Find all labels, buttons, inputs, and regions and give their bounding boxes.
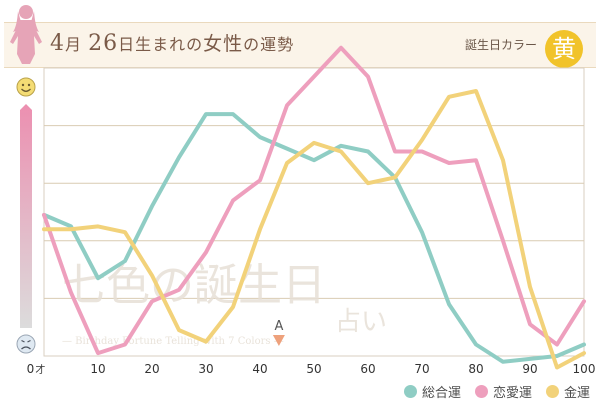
title-gender: 女性 bbox=[203, 33, 244, 55]
title-month-unit: 月 bbox=[65, 35, 83, 54]
x-tick-unit: 才 bbox=[35, 363, 45, 376]
x-tick-label: 60 bbox=[360, 362, 375, 376]
x-tick-label: 40 bbox=[252, 362, 267, 376]
x-tick-label: 90 bbox=[522, 362, 537, 376]
legend-item-1: 総合運 bbox=[403, 382, 461, 401]
header-bar bbox=[4, 22, 596, 68]
legend-label: 恋愛運 bbox=[492, 386, 532, 401]
x-tick-label: 100 bbox=[573, 362, 596, 376]
legend-label: 総合運 bbox=[421, 386, 461, 401]
worried-face-mouth bbox=[21, 346, 31, 350]
worried-face-brow-left bbox=[21, 339, 25, 343]
title-day-suffix: 日生まれの bbox=[118, 35, 204, 54]
smile-face-mouth bbox=[21, 88, 31, 92]
x-tick-label: 10 bbox=[90, 362, 105, 376]
x-tick-label: 50 bbox=[306, 362, 321, 376]
marker-label: A bbox=[274, 319, 283, 334]
series-layer bbox=[42, 45, 586, 370]
series-line-2 bbox=[42, 45, 586, 356]
legend-swatch bbox=[474, 385, 488, 398]
series-line-1 bbox=[42, 112, 586, 364]
series-line-3 bbox=[42, 89, 586, 370]
legend-label: 金運 bbox=[563, 386, 590, 401]
legend-item-2: 恋愛運 bbox=[474, 382, 532, 401]
title-day: 26 bbox=[88, 31, 119, 56]
page-title: 4月 26日生まれの女性の運勢 bbox=[50, 29, 294, 59]
watermark-sub: 占い bbox=[335, 307, 387, 337]
smile-face-icon bbox=[16, 77, 36, 97]
smile-face-eye-right bbox=[27, 83, 31, 87]
watermark-caption: — Birthday Fortune Telling with 7 Colors… bbox=[62, 336, 284, 347]
woman-silhouette-icon bbox=[10, 5, 42, 64]
title-suffix: の運勢 bbox=[243, 35, 295, 54]
worried-face-icon bbox=[16, 334, 36, 354]
birth-color-badge: 黄 bbox=[545, 30, 583, 68]
worried-face-brow-right bbox=[27, 339, 31, 343]
marker-triangle bbox=[272, 335, 285, 346]
birth-color-label: 誕生日カラー bbox=[464, 38, 537, 52]
title-month: 4 bbox=[50, 31, 65, 56]
gridlines bbox=[44, 125, 584, 299]
x-tick-label: 70 bbox=[414, 362, 429, 376]
legend-swatch bbox=[403, 385, 417, 398]
x-axis: 0才 10 20 30 40 50 60 70 80 90 100 bbox=[27, 362, 596, 376]
smile-face-eye-left bbox=[21, 83, 25, 87]
x-tick-label: 0才 bbox=[27, 362, 46, 376]
mood-scale-arrow bbox=[20, 104, 32, 328]
legend-item-3: 金運 bbox=[545, 382, 590, 401]
x-tick-label: 80 bbox=[468, 362, 483, 376]
plot-area bbox=[43, 67, 585, 357]
legend-swatch bbox=[545, 385, 559, 398]
x-tick-label: 20 bbox=[144, 362, 159, 376]
chart-legend: 総合運 恋愛運 金運 bbox=[403, 382, 590, 401]
mood-scale bbox=[16, 77, 36, 354]
x-tick-label: 30 bbox=[198, 362, 213, 376]
marker-layer: A bbox=[272, 319, 285, 346]
